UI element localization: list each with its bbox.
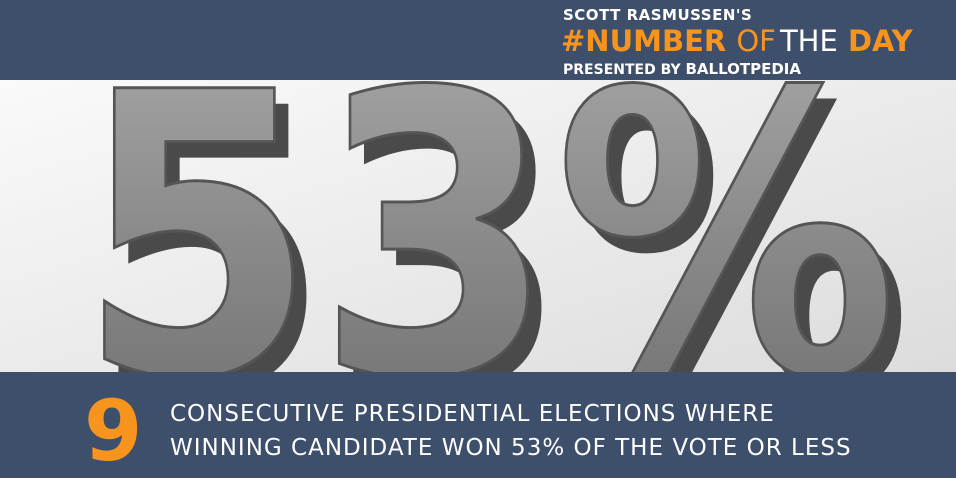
sponsor: BALLOTPEDIA	[686, 60, 802, 78]
footer-band	[0, 372, 956, 478]
show-title: #NUMBER OF THE DAY	[561, 24, 914, 58]
hero-shadow: 53%	[92, 26, 912, 478]
presented-by: PRESENTED BY BALLOTPEDIA	[563, 60, 801, 78]
footer-line: WINNING CANDIDATE WON 53% OF THE VOTE OR…	[170, 435, 852, 461]
footer-number: 9	[84, 382, 142, 478]
footer-line: CONSECUTIVE PRESIDENTIAL ELECTIONS WHERE	[170, 401, 775, 427]
title-part: THE	[779, 24, 838, 58]
title-part: DAY	[848, 24, 914, 58]
title-part: OF	[736, 24, 776, 58]
header-band	[0, 0, 956, 80]
presented-by-label: PRESENTED BY	[563, 62, 681, 78]
hero-background	[0, 80, 956, 372]
presenter-line: SCOTT RASMUSSEN'S	[563, 6, 752, 24]
title-part: #NUMBER	[561, 24, 726, 58]
hero: 53% 53%	[77, 10, 913, 478]
hero-number: 53%	[78, 10, 898, 464]
